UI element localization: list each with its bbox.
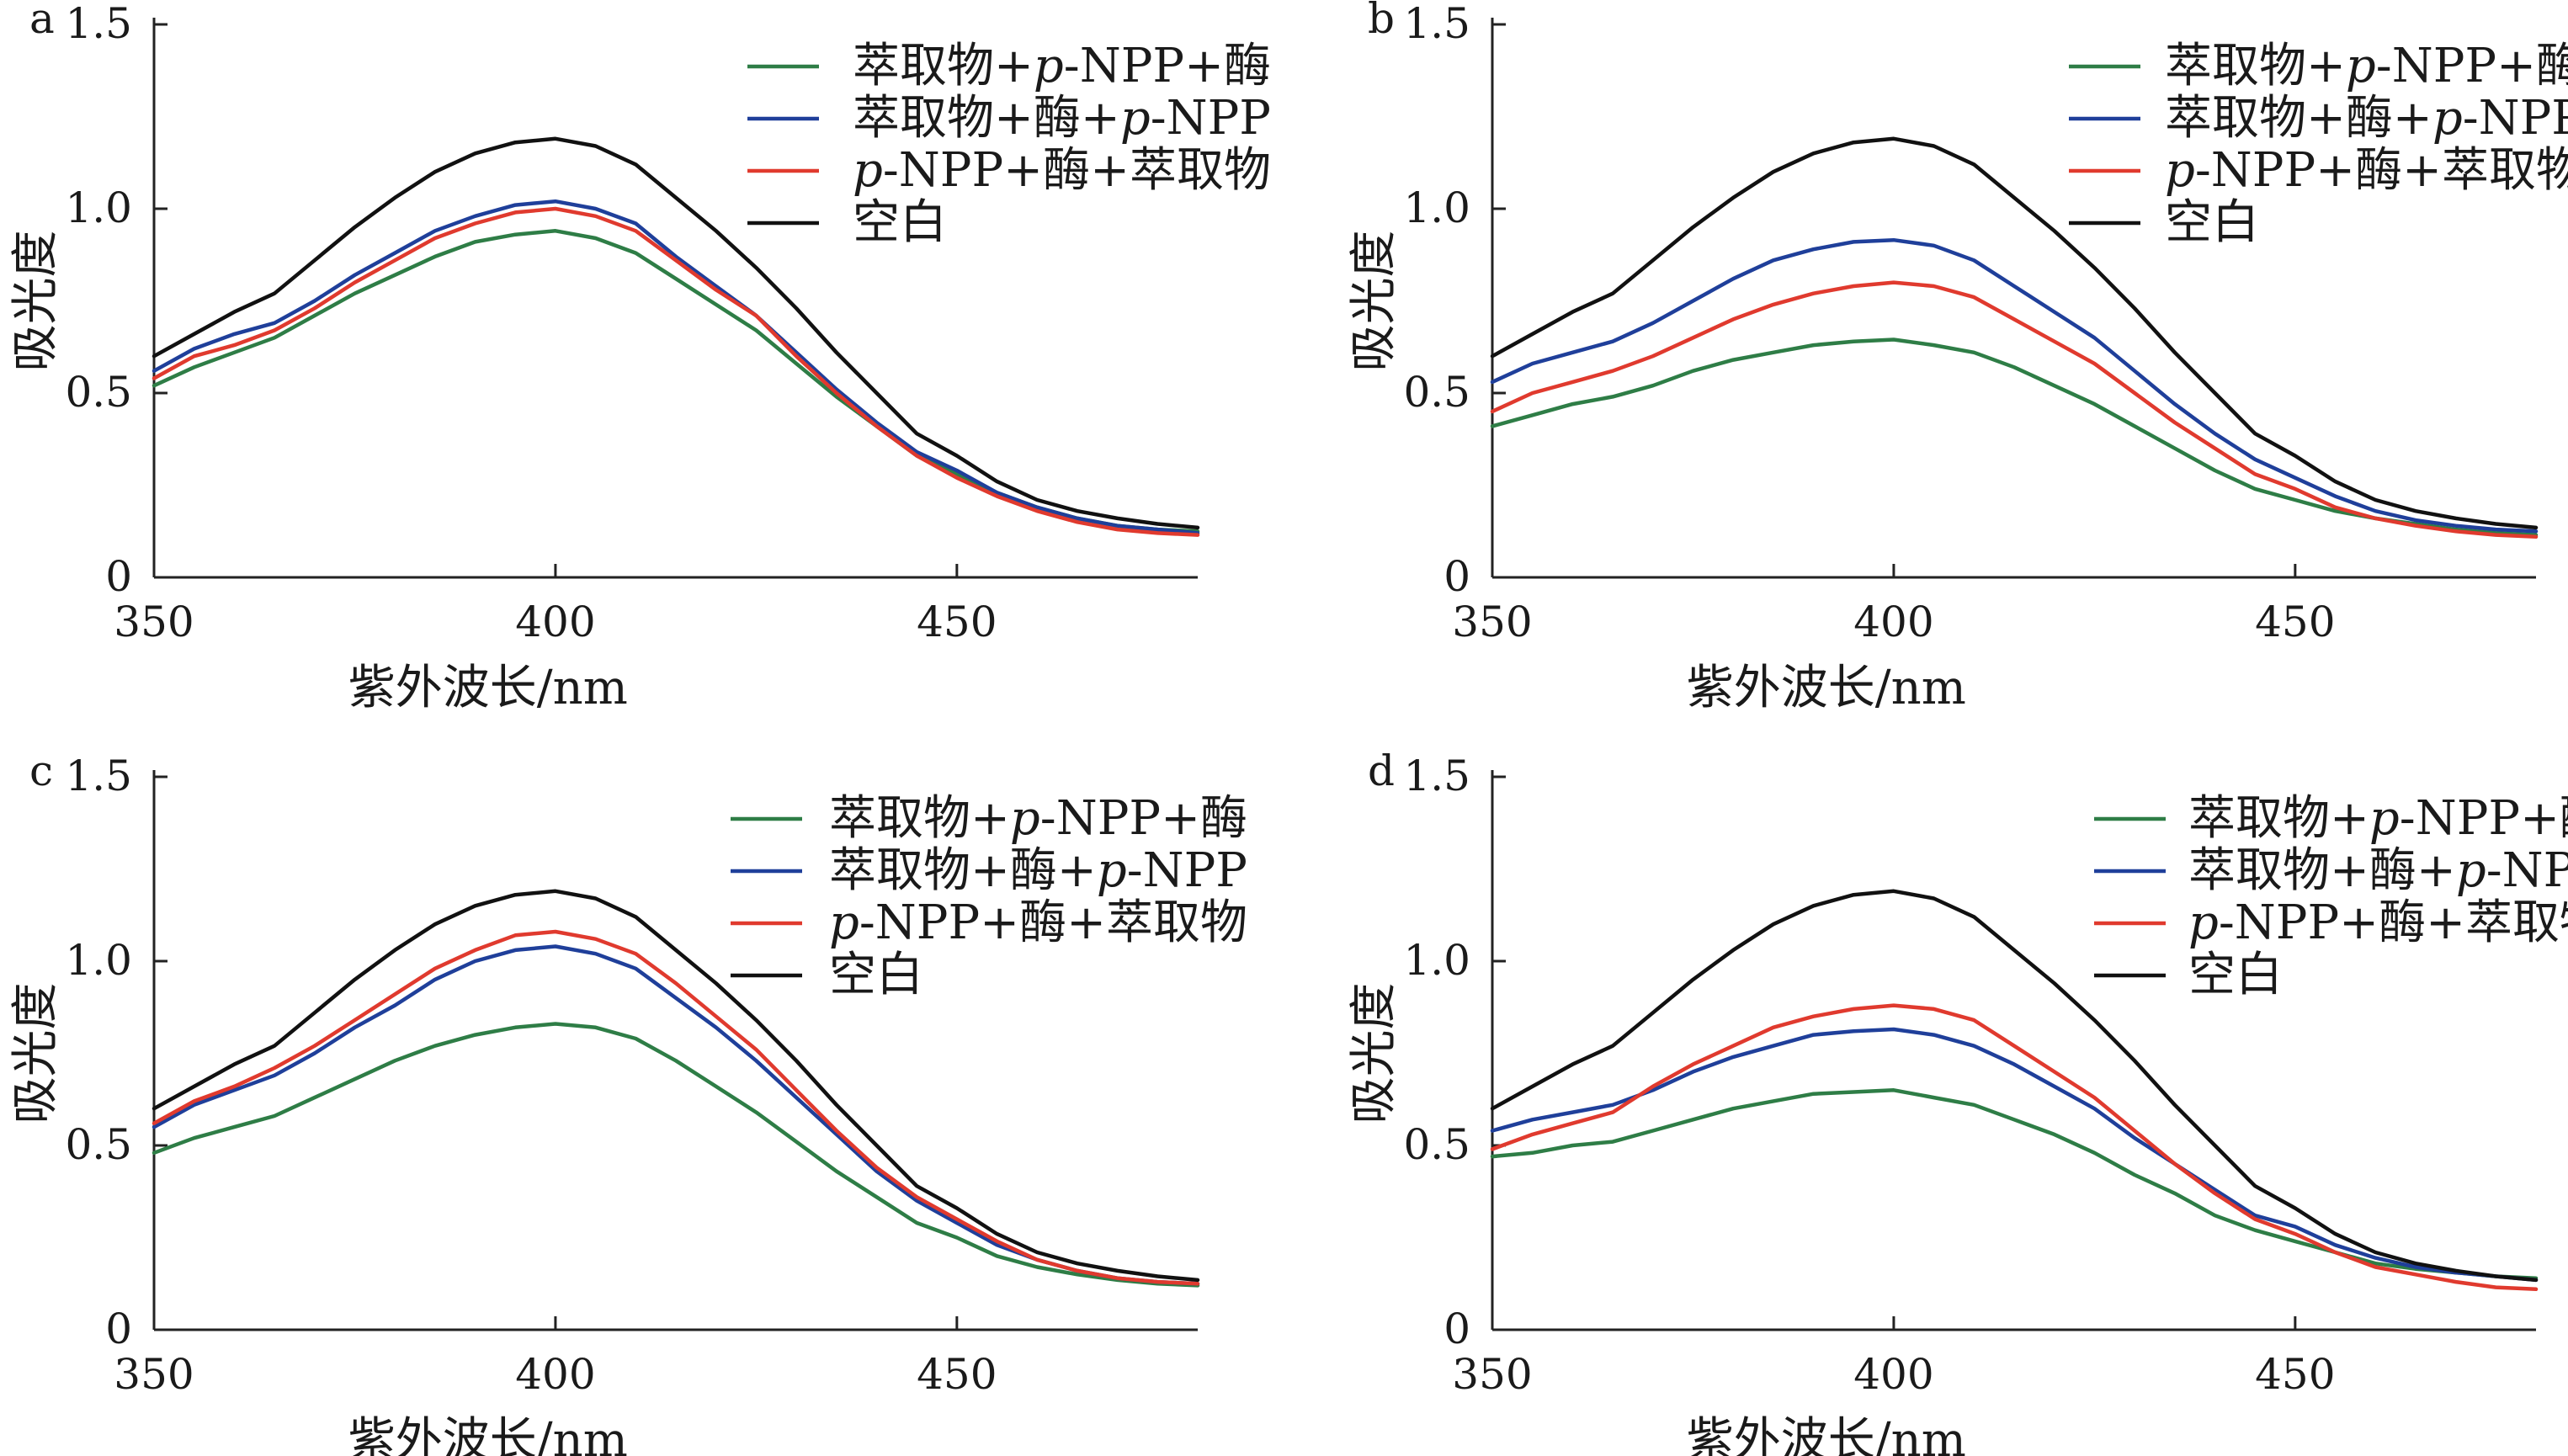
- y-axis-label: 吸光度: [1347, 231, 1401, 372]
- x-tick-label: 450: [917, 598, 997, 646]
- panel-letter: d: [1368, 747, 1395, 795]
- y-tick-label: 1.0: [65, 183, 132, 232]
- series-line-4: [1490, 136, 2539, 530]
- series-line-2: [152, 199, 1200, 535]
- y-axis-label: 吸光度: [1347, 983, 1401, 1124]
- panel-d: d 0 0.5 1.0 1.5 350 400 450 紫外波长/nm 吸光度 萃取物+p-NPP+…: [1347, 747, 2568, 1456]
- x-tick-label: 450: [2255, 598, 2335, 646]
- y-tick-label: 1.5: [1403, 752, 1470, 800]
- legend-entry: 空白: [2165, 195, 2259, 250]
- legend-entry: 萃取物+p-NPP+酶: [2188, 791, 2568, 846]
- legend-entry: 空白: [853, 195, 947, 250]
- y-tick-label: 0: [105, 1305, 132, 1353]
- legend-entry: 萃取物+p-NPP+酶: [2165, 39, 2568, 93]
- panel-c: c 0 0.5 1.0 1.5 350 400 450 紫外波长/nm 吸光度 萃取物+p-NPP+…: [8, 747, 1247, 1456]
- x-tick-label: 450: [2255, 1350, 2335, 1399]
- x-axis-label: 紫外波长/nm: [348, 661, 628, 715]
- x-axis-label: 紫外波长/nm: [1687, 1413, 1966, 1456]
- legend-entry: 萃取物+酶+p-NPP: [829, 843, 1247, 898]
- legend-entry: 萃取物+酶+p-NPP: [2188, 843, 2568, 898]
- legend-entry: p-NPP+酶+萃取物: [2188, 895, 2568, 950]
- x-tick-label: 350: [1452, 598, 1532, 646]
- series-line-3: [1490, 280, 2539, 539]
- y-tick-label: 0.5: [65, 1120, 132, 1169]
- x-tick-label: 350: [114, 598, 194, 646]
- series-line-3: [1490, 1003, 2539, 1292]
- x-tick-label: 350: [114, 1350, 194, 1399]
- series-line-3: [152, 929, 1200, 1286]
- panel-b: b 0 0.5 1.0 1.5 350 400 450 紫外波长/nm 吸光度 萃取物+p-NPP+…: [1347, 0, 2568, 715]
- panel-letter: b: [1368, 0, 1395, 43]
- y-tick-label: 0: [1444, 1305, 1470, 1353]
- series-line-1: [1490, 1088, 2539, 1280]
- legend-entry: p-NPP+酶+萃取物: [853, 143, 1271, 198]
- x-tick-label: 450: [917, 1350, 997, 1399]
- legend-entry: 空白: [829, 948, 923, 1002]
- series-line-1: [152, 1022, 1200, 1288]
- legend-entry: p-NPP+酶+萃取物: [2165, 143, 2568, 198]
- x-tick-label: 400: [515, 598, 595, 646]
- y-tick-label: 0: [105, 552, 132, 601]
- legend-entry: 萃取物+p-NPP+酶: [829, 791, 1247, 846]
- legend-entry: p-NPP+酶+萃取物: [829, 895, 1247, 950]
- y-tick-label: 1.5: [65, 752, 132, 800]
- x-tick-label: 350: [1452, 1350, 1532, 1399]
- series-line-3: [152, 206, 1200, 537]
- y-tick-label: 1.0: [1403, 183, 1470, 232]
- y-tick-label: 1.5: [1403, 0, 1470, 48]
- x-axis-label: 紫外波长/nm: [1687, 661, 1966, 715]
- y-tick-label: 0.5: [65, 368, 132, 417]
- x-tick-label: 400: [515, 1350, 595, 1399]
- y-tick-label: 0.5: [1403, 1120, 1470, 1169]
- panel-a: a 0 0.5 1.0 1.5 350 400 450 紫外波长/nm 吸光度 萃取物+p-NPP+…: [8, 0, 1271, 715]
- y-axis-label: 吸光度: [8, 231, 63, 372]
- series-line-2: [1490, 1027, 2539, 1283]
- legend-entry: 空白: [2188, 948, 2283, 1002]
- panel-letter: c: [29, 747, 53, 795]
- y-tick-label: 0.5: [1403, 368, 1470, 417]
- legend-entry: 萃取物+酶+p-NPP: [2165, 91, 2568, 146]
- y-tick-label: 1.0: [1403, 936, 1470, 985]
- x-axis-label: 紫外波长/nm: [348, 1413, 628, 1456]
- y-tick-label: 1.0: [65, 936, 132, 985]
- legend-entry: 萃取物+p-NPP+酶: [853, 39, 1271, 93]
- y-tick-label: 1.5: [65, 0, 132, 48]
- y-tick-label: 0: [1444, 552, 1470, 601]
- panel-letter: a: [29, 0, 55, 43]
- series-line-4: [152, 889, 1200, 1283]
- x-tick-label: 400: [1853, 1350, 1933, 1399]
- series-line-2: [1490, 237, 2539, 534]
- series-line-4: [1490, 889, 2539, 1283]
- legend-entry: 萃取物+酶+p-NPP: [853, 91, 1271, 146]
- series-line-4: [152, 136, 1200, 530]
- y-axis-label: 吸光度: [8, 983, 63, 1124]
- x-tick-label: 400: [1853, 598, 1933, 646]
